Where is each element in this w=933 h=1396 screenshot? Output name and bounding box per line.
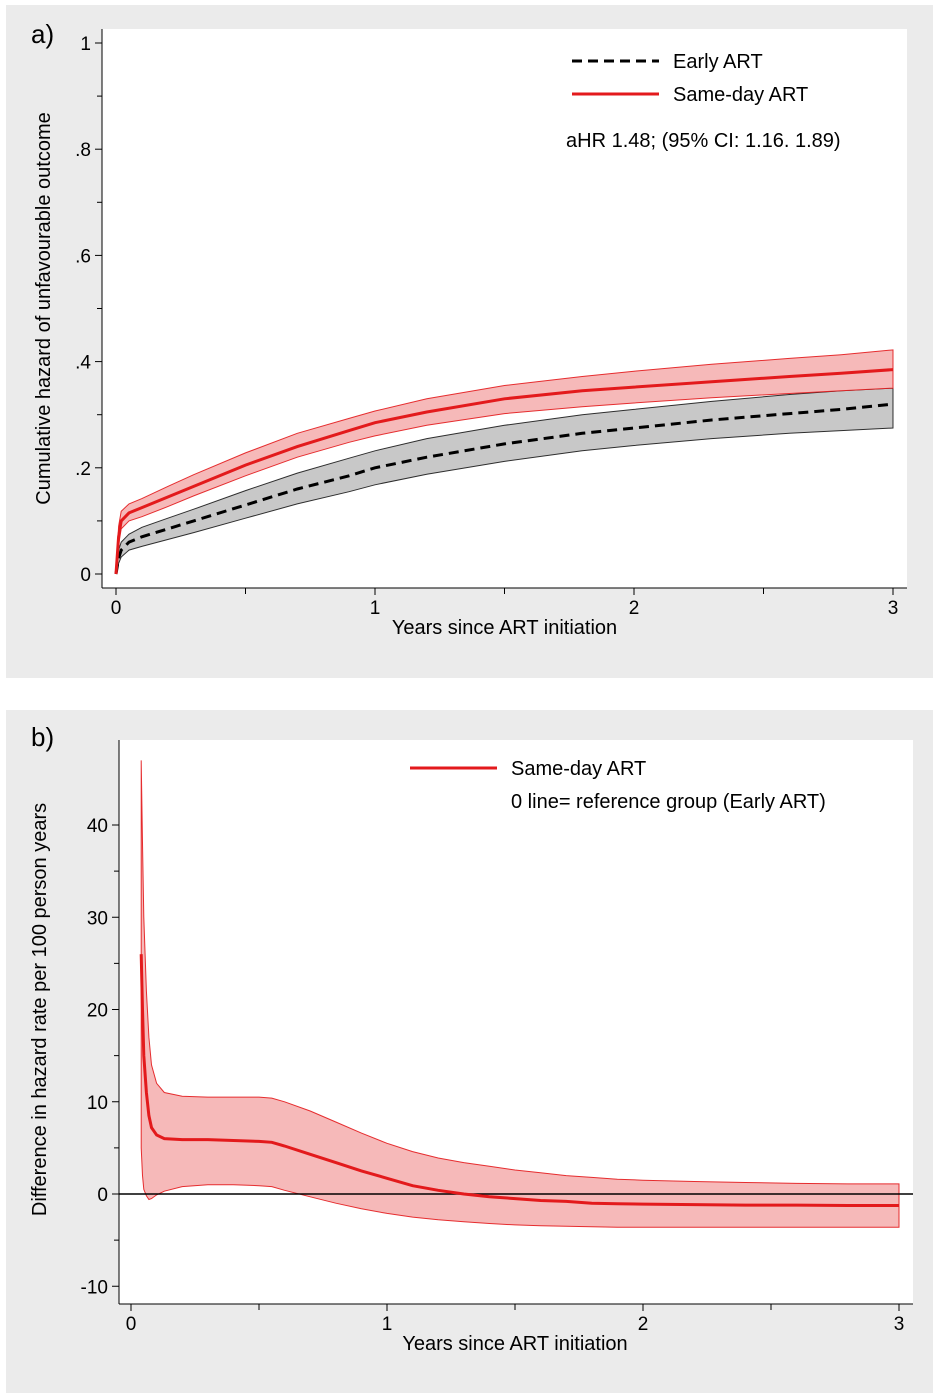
- chart-a-y-tick-label: .2: [75, 459, 91, 480]
- chart-a-y-axis-title: Cumulative hazard of unfavourable outcom…: [33, 112, 55, 504]
- panel-b: -10 0 10 20 30 40 0 1 2 3 Years since ART initiati…: [6, 710, 933, 1393]
- chart-b-y-tick-label: 0: [97, 1185, 108, 1206]
- chart-a-x-tick-label: 0: [111, 598, 122, 619]
- chart-a-x-tick-label: 1: [370, 598, 381, 619]
- chart-b-x-axis-title: Years since ART initiation: [402, 1333, 627, 1355]
- chart-a-y-tick-label: .8: [75, 140, 91, 161]
- chart-b-y-axis-title: Difference in hazard rate per 100 person…: [29, 803, 51, 1216]
- chart-a-x-tick-label: 3: [888, 598, 899, 619]
- chart-b-x-tick-label: 1: [382, 1314, 393, 1335]
- chart-a-svg: 0 .2 .4 .6 .8 1 0 1 2 3 Years since ART initiation…: [33, 29, 907, 639]
- chart-b-y-tick-label: 30: [87, 908, 108, 929]
- chart-a-annotation: aHR 1.48; (95% CI: 1.16. 1.89): [566, 130, 841, 152]
- chart-a-y-tick-label: 0: [80, 565, 91, 586]
- chart-b-legend-label-sameday: Same-day ART: [511, 758, 646, 780]
- chart-b-y-tick-label: 10: [87, 1093, 108, 1114]
- chart-b-x-tick-label: 3: [894, 1314, 905, 1335]
- chart-b-x-tick-label: 0: [126, 1314, 137, 1335]
- chart-b-y-tick-label: 40: [87, 816, 108, 837]
- chart-a-band-0: [115, 387, 894, 575]
- chart-b-annotation: 0 line= reference group (Early ART): [511, 791, 826, 813]
- chart-a-band-1: [115, 349, 894, 575]
- chart-a-y-tick-label: 1: [80, 34, 91, 55]
- chart-a-legend-label-sameday: Same-day ART: [673, 84, 808, 106]
- panel-a-label: a): [31, 19, 55, 49]
- chart-b-series-line-0: [139, 954, 899, 1207]
- chart-b-y-tick-label: -10: [81, 1277, 108, 1298]
- panel-a: 0 .2 .4 .6 .8 1 0 1 2 3 Years since ART initiation…: [6, 5, 933, 678]
- panel-b-label: b): [31, 722, 55, 752]
- chart-a-y-tick-label: .6: [75, 246, 91, 267]
- chart-a-series-line-1: [114, 368, 894, 575]
- chart-a-x-tick-label: 2: [629, 598, 640, 619]
- chart-a-x-axis-title: Years since ART initiation: [392, 617, 617, 639]
- chart-b-x-tick-label: 2: [638, 1314, 649, 1335]
- chart-a-series-line-0: [114, 402, 894, 575]
- chart-a-y-tick-label: .4: [75, 353, 91, 374]
- chart-b-y-tick-label: 20: [87, 1001, 108, 1022]
- chart-a-legend-label-early: Early ART: [673, 51, 763, 73]
- chart-b-band-0: [140, 760, 900, 1228]
- chart-b-svg: -10 0 10 20 30 40 0 1 2 3 Years since ART initiati…: [29, 740, 913, 1355]
